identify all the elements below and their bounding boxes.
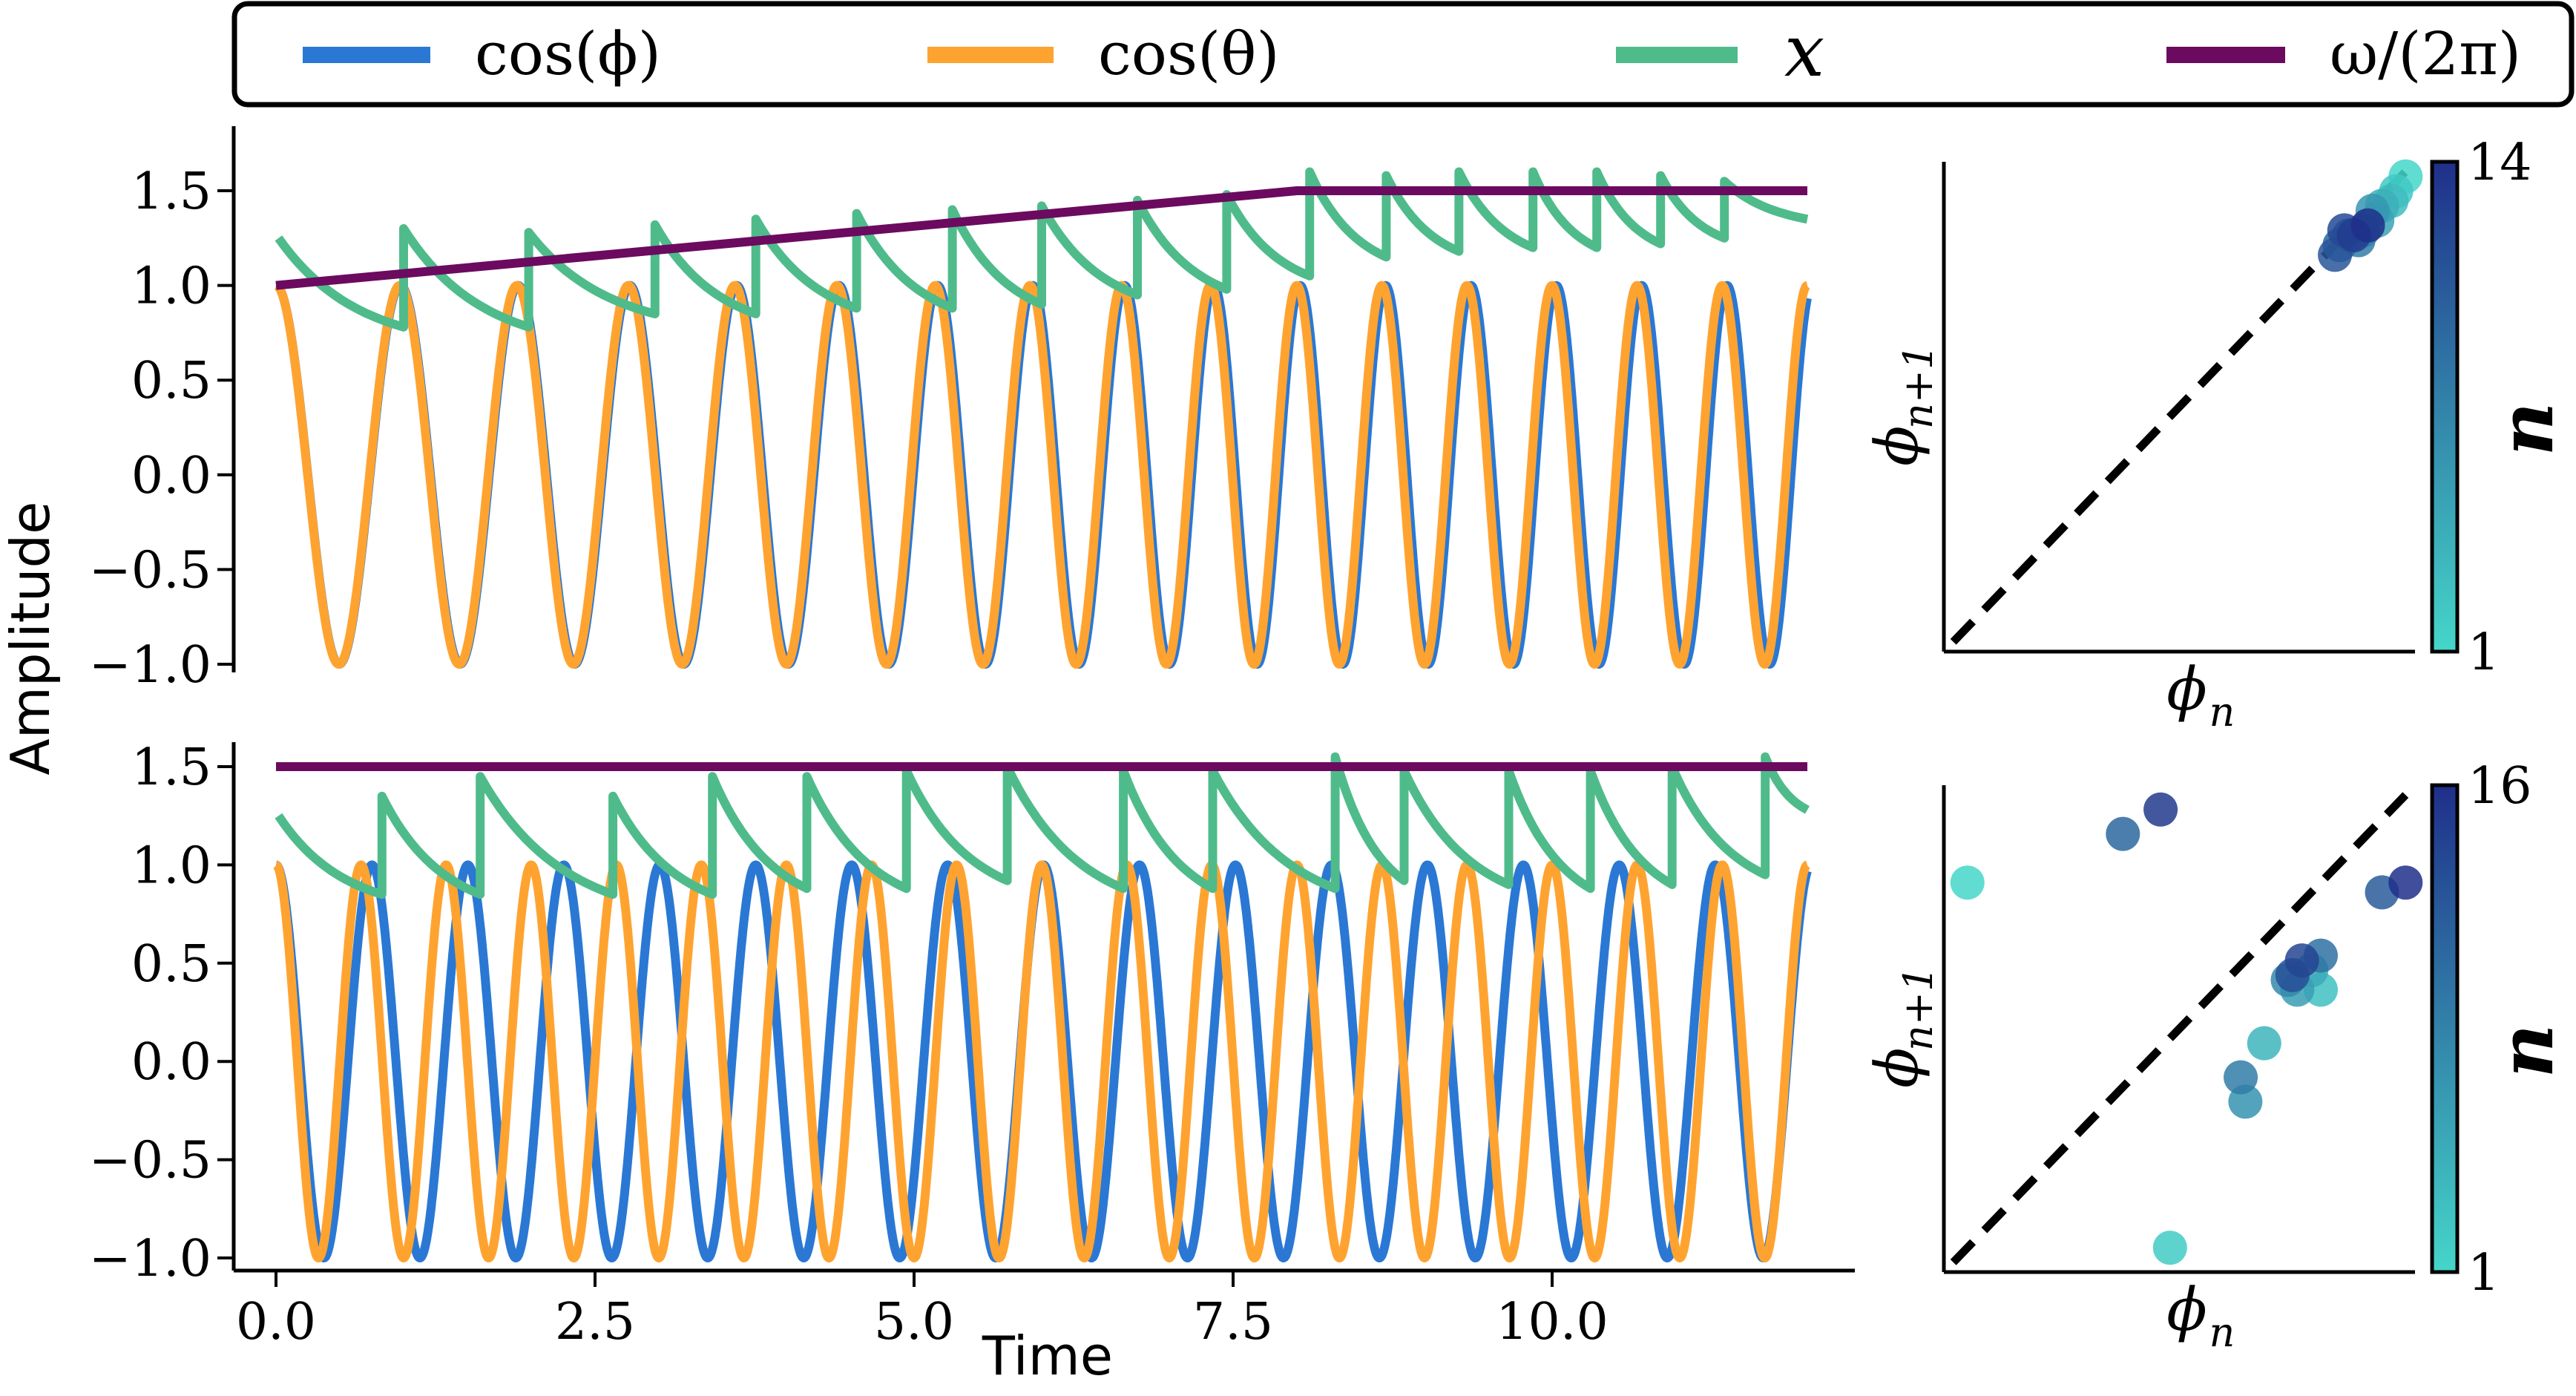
bottom-return-map-colorbar-label: n xyxy=(2483,1024,2570,1078)
top-return-map-ylabel-sub: n+1 xyxy=(1895,344,1942,429)
bottom-timeseries-ytick-label: −1.0 xyxy=(89,1230,211,1288)
legend-label-cos-theta: cos(θ) xyxy=(1098,19,1280,88)
legend: cos(ϕ) cos(θ) x ω/(2π) xyxy=(231,1,2575,108)
top-return-map-point xyxy=(2350,208,2385,243)
top-return-map-xlabel: ϕ xyxy=(2166,655,2207,724)
bottom-return-map-point xyxy=(2224,1060,2258,1095)
bottom-timeseries-xtick-label: 2.5 xyxy=(555,1293,635,1351)
bottom-return-map-identity-line xyxy=(1950,792,2409,1265)
legend-label-x: x xyxy=(1784,10,1824,93)
bottom-return-map-point xyxy=(2247,1026,2281,1061)
legend-entry-cos-phi: cos(ϕ) xyxy=(303,19,661,88)
top-return-map-colorbar-max-label: 14 xyxy=(2468,134,2532,192)
top-timeseries-ytick-label: 0.0 xyxy=(131,447,211,505)
legend-label-omega: ω/(2π) xyxy=(2330,19,2521,88)
bottom-return-map-point xyxy=(2152,1230,2187,1265)
bottom-return-map-point xyxy=(2106,816,2140,851)
bottom-return-map-point xyxy=(2388,865,2423,900)
top-timeseries-ytick-label: 0.5 xyxy=(131,352,211,410)
bottom-timeseries-ytick-label: 1.0 xyxy=(131,836,211,895)
bottom-timeseries-panel: −1.0 −0.5 0.0 0.5 1.0 1.5 0.0 2.5 5.0 7.5 10.0 xyxy=(89,738,1855,1351)
bottom-return-map-point xyxy=(1950,865,1985,900)
legend-entry-omega: ω/(2π) xyxy=(2166,19,2521,88)
top-timeseries-ytick-label: −1.0 xyxy=(89,636,211,695)
bottom-timeseries-ytick-label: 0.5 xyxy=(131,935,211,994)
bottom-timeseries-xtick-label: 7.5 xyxy=(1193,1293,1273,1351)
legend-entry-cos-theta: cos(θ) xyxy=(927,19,1280,88)
bottom-return-map-colorbar-min-label: 1 xyxy=(2468,1244,2500,1302)
bottom-return-map-colorbar-max-label: 16 xyxy=(2468,757,2532,816)
top-return-map-colorbar-min-label: 1 xyxy=(2468,623,2500,682)
top-timeseries-panel: −1.0 −0.5 0.0 0.5 1.0 1.5 xyxy=(89,126,1812,695)
bottom-timeseries-xtick-label: 10.0 xyxy=(1496,1293,1608,1351)
bottom-timeseries-ytick-label: −0.5 xyxy=(89,1132,211,1190)
bottom-timeseries-series-cos_theta xyxy=(272,860,1812,1262)
bottom-return-map-point xyxy=(2284,943,2319,978)
bottom-return-map-colorbar xyxy=(2430,783,2460,1274)
top-timeseries-series-omega xyxy=(275,186,1807,290)
top-return-map-colorbar xyxy=(2430,160,2460,654)
bottom-return-map-ylabel-sub: n+1 xyxy=(1895,966,1942,1051)
bottom-timeseries-ytick-label: 1.5 xyxy=(131,738,211,797)
top-return-map-colorbar-label: n xyxy=(2483,402,2570,456)
x-axis-title: Time xyxy=(982,1325,1113,1387)
bottom-return-map-xlabel-sub: n xyxy=(2209,1309,2235,1356)
legend-entry-x: x xyxy=(1616,10,1824,93)
bottom-return-map-xlabel: ϕ xyxy=(2166,1275,2207,1344)
top-timeseries-ytick-label: 1.5 xyxy=(131,163,211,221)
bottom-return-map-point xyxy=(2143,792,2178,827)
top-timeseries-series-cos_theta xyxy=(272,281,1812,669)
bottom-timeseries-series-x xyxy=(275,752,1810,899)
bottom-timeseries-xtick-label: 0.0 xyxy=(236,1293,316,1351)
top-return-map-xlabel-sub: n xyxy=(2209,689,2235,735)
bottom-return-map-ylabel: ϕ xyxy=(1862,1047,1931,1088)
bottom-timeseries-ytick-label: 0.0 xyxy=(131,1033,211,1092)
top-return-map-ylabel: ϕ xyxy=(1862,425,1931,466)
top-timeseries-ytick-label: 1.0 xyxy=(131,258,211,316)
top-timeseries-ytick-label: −0.5 xyxy=(89,541,211,600)
bottom-timeseries-xtick-label: 5.0 xyxy=(874,1293,954,1351)
legend-label-cos-phi: cos(ϕ) xyxy=(475,19,661,88)
y-axis-title: Amplitude xyxy=(0,502,62,776)
